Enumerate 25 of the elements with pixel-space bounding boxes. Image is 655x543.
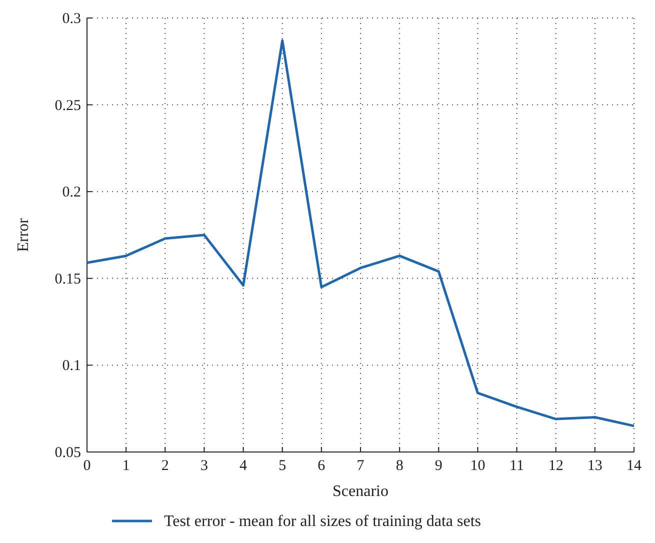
x-tick-label: 10 bbox=[470, 458, 486, 474]
y-tick-label: 0.05 bbox=[54, 445, 81, 461]
x-tick-label: 4 bbox=[240, 458, 248, 474]
x-tick-label: 3 bbox=[200, 458, 208, 474]
x-tick-label: 2 bbox=[161, 458, 169, 474]
x-tick-label: 12 bbox=[548, 458, 564, 474]
y-tick-label: 0.3 bbox=[62, 11, 81, 27]
legend-label: Test error - mean for all sizes of training data sets bbox=[164, 513, 481, 530]
y-tick-label: 0.1 bbox=[62, 358, 81, 374]
x-tick-label: 14 bbox=[626, 458, 642, 474]
x-tick-label: 0 bbox=[83, 458, 91, 474]
x-tick-label: 1 bbox=[122, 458, 130, 474]
line-series bbox=[86, 39, 636, 428]
y-tick-label: 0.2 bbox=[62, 184, 81, 201]
x-tick-label: 7 bbox=[356, 458, 365, 474]
x-axis-title: Scenario bbox=[332, 483, 388, 500]
y-tick-label: 0.15 bbox=[54, 271, 81, 288]
x-tick-label: 6 bbox=[318, 458, 326, 474]
y-axis-title: Error bbox=[15, 217, 32, 252]
x-tick-label: 11 bbox=[510, 458, 524, 474]
y-tick-label: 0.25 bbox=[54, 98, 81, 114]
x-tick-label: 5 bbox=[278, 458, 286, 474]
x-tick-label: 8 bbox=[396, 458, 404, 474]
x-tick-label: 9 bbox=[434, 458, 442, 474]
x-tick-label: 13 bbox=[587, 458, 602, 474]
